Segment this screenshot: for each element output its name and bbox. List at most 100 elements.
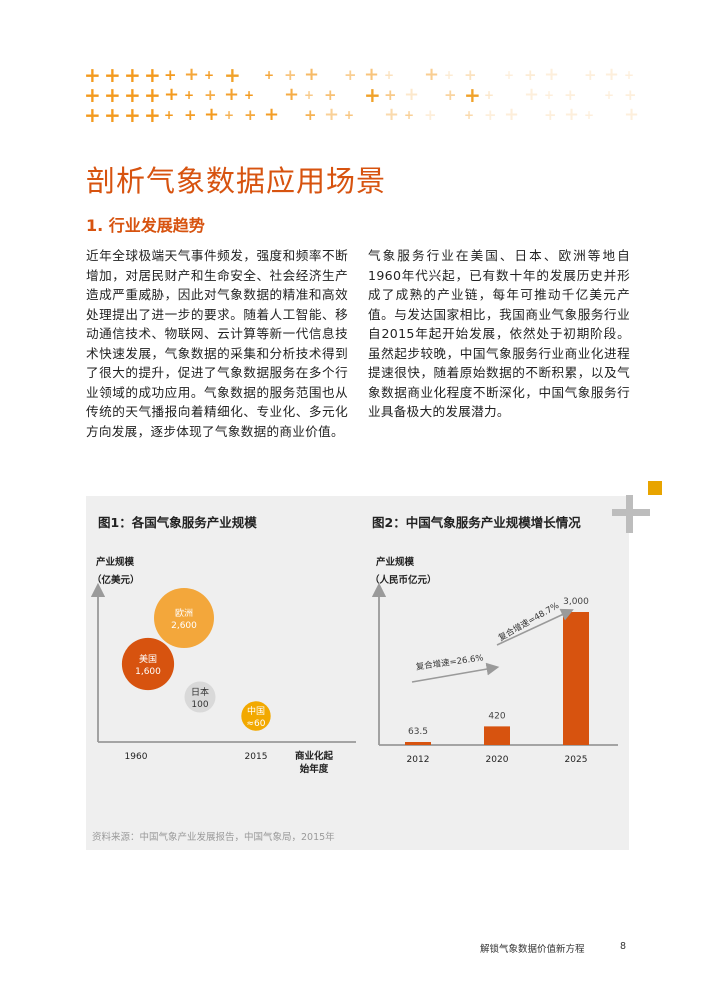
plus-icon: + [304, 88, 315, 102]
plus-icon: + [624, 86, 637, 104]
bubble-2 [184, 681, 216, 713]
plus-icon: + [564, 86, 577, 104]
chart1-ylabel-1: 产业规模 [96, 556, 135, 568]
plus-icon: + [384, 104, 400, 125]
plus-icon: + [84, 83, 101, 107]
plus-icon: + [464, 66, 477, 84]
plus-icon: + [224, 63, 241, 87]
bubble-label-3: 中国 [247, 705, 265, 717]
bar-value-label-2012: 63.5 [408, 727, 428, 737]
plus-icon: + [544, 64, 560, 85]
plus-icon: + [444, 86, 457, 104]
plus-icon: + [524, 84, 540, 105]
page-number: 8 [620, 941, 627, 952]
plus-icon: + [284, 84, 300, 105]
page-title: 剖析气象数据应用场景 [86, 164, 387, 198]
plus-icon: + [264, 104, 280, 125]
chart1-title: 图1：各国气象服务产业规模 [98, 515, 257, 530]
chart1-bubble-chart: 产业规模 （亿美元） 1960 2015 商业化起 始年度 欧洲 2,600 美国 1… [90, 556, 356, 775]
plus-icon: + [104, 103, 121, 127]
bar-2025 [563, 612, 589, 745]
plus-icon: + [84, 103, 101, 127]
plus-icon: + [124, 83, 141, 107]
plus-icon: + [384, 68, 395, 82]
plus-icon: + [204, 68, 215, 82]
plus-icon: + [344, 66, 357, 84]
plus-icon: + [184, 64, 200, 85]
plus-icon: + [404, 108, 415, 122]
plus-icon: + [224, 108, 235, 122]
chart2-bar-chart: 产业规模 （人民币亿元） 63.5 2012 420 2020 3,000 2025 复合增… [370, 556, 618, 765]
plus-icon: + [524, 66, 537, 84]
plus-icon: + [464, 108, 475, 122]
growth-annotation-0: 复合增速=26.6% [415, 652, 484, 672]
footer-title: 解锁气象数据价值新方程 [480, 944, 585, 955]
figure-panel [86, 496, 629, 850]
plus-icon: + [184, 106, 197, 124]
plus-icon: + [624, 104, 640, 125]
growth-annotation-1: 复合增速=48.7% [497, 600, 561, 644]
plus-icon: + [104, 83, 121, 107]
growth-arrow-0 [411, 662, 500, 683]
plus-icon: + [584, 66, 597, 84]
bar-category-label-2025: 2025 [565, 755, 588, 765]
plus-icon: + [344, 108, 355, 122]
bubble-3 [241, 701, 271, 731]
bar-category-label-2020: 2020 [486, 755, 509, 765]
plus-icon: + [164, 108, 175, 122]
plus-icon: + [504, 68, 515, 82]
chart1-xlabel-2: 始年度 [300, 763, 329, 775]
plus-icon: + [124, 63, 141, 87]
plus-icon: + [604, 64, 620, 85]
bubble-label-2: 日本 [191, 686, 209, 698]
plus-icon: + [124, 103, 141, 127]
plus-icon: + [104, 63, 121, 87]
bubble-1 [121, 637, 175, 691]
chart1-xtick-1960: 1960 [125, 752, 148, 762]
source-note: 资料来源：中国气象产业发展报告，中国气象局，2015年 [92, 832, 335, 843]
paragraph-right: 气象服务行业在美国、日本、欧洲等地自1960年代兴起，已有数十年的发展历史并形成… [368, 248, 630, 419]
decorative-plus-pattern: + + + + + + + + + + + + + + + + + + + + + + + + + + + + + + + + + + + + + + + +… [84, 63, 644, 127]
bar-value-label-2020: 420 [488, 711, 505, 721]
plus-icon: + [204, 86, 217, 104]
bubble-value-3: ≈60 [247, 719, 266, 729]
chart2-ylabel-1: 产业规模 [376, 556, 415, 568]
plus-icon: + [584, 108, 595, 122]
plus-icon: + [324, 104, 340, 125]
plus-icon: + [264, 68, 275, 82]
plus-icon: + [304, 106, 317, 124]
plus-icon: + [324, 86, 337, 104]
plus-icon: + [604, 88, 615, 102]
bar-category-label-2012: 2012 [407, 755, 430, 765]
plus-icon: + [564, 104, 580, 125]
plus-icon: + [464, 83, 481, 107]
plus-icon: + [164, 66, 177, 84]
bubble-label-0: 欧洲 [175, 607, 193, 619]
chart2-title: 图2：中国气象服务产业规模增长情况 [372, 515, 581, 530]
plus-icon: + [444, 68, 455, 82]
plus-icon: + [484, 106, 497, 124]
plus-icon: + [624, 68, 635, 82]
decorative-square-icon [648, 481, 662, 495]
plus-icon: + [224, 84, 240, 105]
plus-icon: + [144, 103, 161, 127]
chart1-xtick-2015: 2015 [245, 752, 268, 762]
plus-icon: + [244, 106, 257, 124]
plus-icon: + [184, 88, 195, 102]
chart2-ylabel-2: （人民币亿元） [370, 574, 437, 586]
decorative-plus-icon [612, 495, 650, 533]
plus-icon: + [484, 88, 495, 102]
plus-icon: + [404, 84, 420, 105]
plus-icon: + [144, 83, 161, 107]
plus-icon: + [164, 84, 180, 105]
paragraph-left: 近年全球极端天气事件频发，强度和频率不断增加，对居民财产和生命安全、社会经济生产… [86, 248, 348, 439]
bubble-value-0: 2,600 [171, 621, 197, 631]
section-subtitle: 1. 行业发展趋势 [86, 216, 205, 235]
bubble-label-1: 美国 [139, 653, 157, 665]
plus-icon: + [84, 63, 101, 87]
plus-icon: + [144, 63, 161, 87]
bar-value-label-2025: 3,000 [563, 597, 589, 607]
plus-icon: + [384, 86, 397, 104]
plus-icon: + [544, 88, 555, 102]
plus-icon: + [304, 64, 320, 85]
